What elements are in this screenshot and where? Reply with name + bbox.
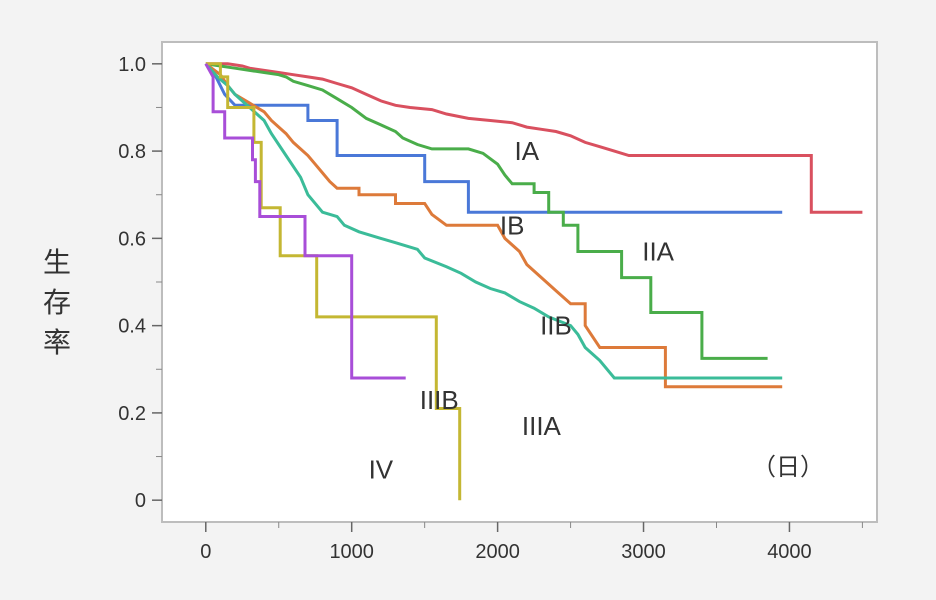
series-line-ia (205, 62, 863, 214)
series-label-iiib: IIIB (420, 385, 459, 415)
y-tick-label: 0.6 (118, 228, 146, 250)
series-lines (204, 62, 863, 501)
y-tick-label: 0 (135, 490, 146, 512)
series-label-iiia: IIIA (522, 411, 562, 441)
series-labels: IA IB IIA IIB IIIA IIIB IV (369, 136, 675, 485)
series-line-iv (204, 63, 406, 380)
series-label-ia: IA (515, 136, 540, 166)
x-axis: 0 1000 2000 3000 4000 (200, 522, 863, 563)
x-tick-label: 1000 (329, 541, 374, 563)
series-label-iv: IV (369, 455, 394, 485)
plot-area (161, 41, 878, 523)
series-label-iia: IIA (642, 236, 674, 266)
y-axis-label-char: 存 (43, 286, 71, 319)
x-tick-label: 4000 (767, 541, 812, 563)
y-tick-label: 1.0 (118, 54, 146, 76)
series-label-iib: IIB (540, 311, 572, 341)
y-axis-label-char: 生 (43, 246, 71, 279)
y-tick-label: 0.4 (118, 316, 146, 338)
x-unit-label: （日） (752, 453, 824, 481)
y-axis-label: 生存率 (43, 246, 71, 359)
series-line-iib (204, 62, 783, 389)
y-axis-label-char: 率 (43, 326, 71, 359)
x-tick-label: 0 (200, 541, 211, 563)
x-tick-label: 2000 (475, 541, 520, 563)
series-line-iiia (204, 62, 783, 380)
y-tick-label: 0.2 (118, 403, 146, 425)
x-tick-label: 3000 (621, 541, 666, 563)
y-tick-label: 0.8 (118, 141, 146, 163)
series-line-iia (205, 62, 768, 360)
series-label-ib: IB (500, 210, 525, 240)
y-axis: 0 0.2 0.4 0.6 0.8 1.0 (118, 54, 162, 512)
